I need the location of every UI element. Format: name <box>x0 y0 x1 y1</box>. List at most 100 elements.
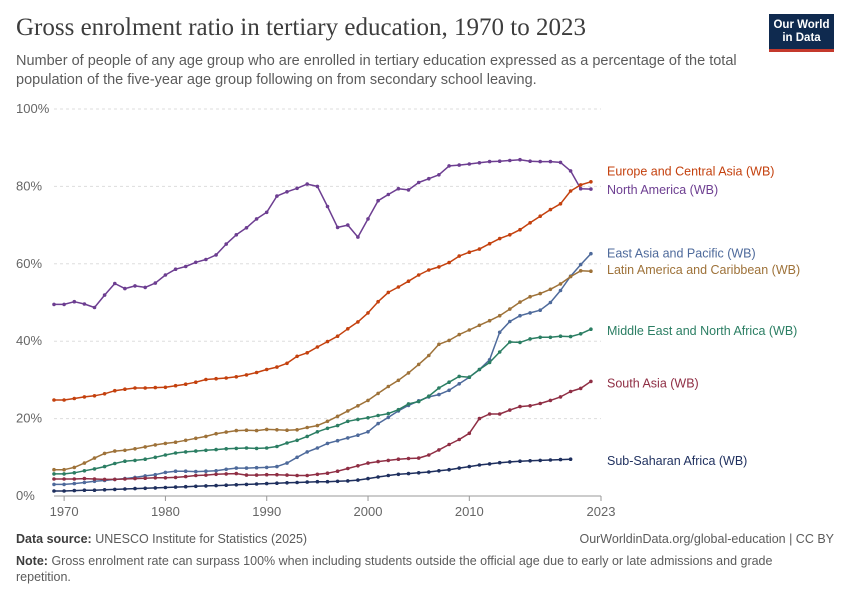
data-point[interactable] <box>163 470 168 475</box>
data-point[interactable] <box>568 389 573 394</box>
data-point[interactable] <box>366 398 370 403</box>
data-point[interactable] <box>254 217 259 221</box>
data-point[interactable] <box>518 459 522 464</box>
data-point[interactable] <box>376 459 380 464</box>
data-point[interactable] <box>335 225 340 230</box>
data-point[interactable] <box>578 183 583 187</box>
data-point[interactable] <box>548 300 553 305</box>
data-point[interactable] <box>589 180 593 184</box>
data-point[interactable] <box>427 268 431 272</box>
data-point[interactable] <box>568 169 573 173</box>
data-point[interactable] <box>92 467 97 471</box>
data-point[interactable] <box>254 482 259 486</box>
data-point[interactable] <box>447 442 451 447</box>
series-line[interactable] <box>54 458 571 492</box>
data-point[interactable] <box>163 385 168 390</box>
data-point[interactable] <box>356 464 360 468</box>
data-point[interactable] <box>153 486 158 490</box>
data-point[interactable] <box>437 265 441 269</box>
data-point[interactable] <box>315 430 320 434</box>
data-point[interactable] <box>356 433 360 438</box>
data-point[interactable] <box>396 457 401 462</box>
data-point[interactable] <box>153 476 158 480</box>
data-point[interactable] <box>497 236 502 241</box>
data-point[interactable] <box>62 482 66 487</box>
data-point[interactable] <box>518 227 522 232</box>
data-point[interactable] <box>295 473 299 478</box>
data-point[interactable] <box>285 441 289 445</box>
data-point[interactable] <box>528 459 532 463</box>
data-point[interactable] <box>589 269 593 274</box>
data-point[interactable] <box>437 173 441 177</box>
data-point[interactable] <box>335 469 340 474</box>
data-point[interactable] <box>123 387 127 392</box>
data-point[interactable] <box>589 327 593 332</box>
data-point[interactable] <box>558 288 563 293</box>
data-point[interactable] <box>508 158 512 163</box>
data-point[interactable] <box>528 311 532 315</box>
data-point[interactable] <box>477 161 482 165</box>
data-point[interactable] <box>264 472 269 477</box>
data-point[interactable] <box>406 456 411 461</box>
series-label[interactable]: East Asia and Pacific (WB) <box>607 246 756 260</box>
data-point[interactable] <box>538 458 542 463</box>
data-point[interactable] <box>82 480 87 485</box>
data-point[interactable] <box>396 285 401 289</box>
data-point[interactable] <box>477 247 482 251</box>
data-point[interactable] <box>183 438 188 443</box>
data-point[interactable] <box>356 404 360 408</box>
data-point[interactable] <box>295 186 299 191</box>
source-text[interactable]: UNESCO Institute for Statistics (2025) <box>95 532 308 546</box>
data-point[interactable] <box>102 392 107 396</box>
data-point[interactable] <box>72 481 77 486</box>
data-point[interactable] <box>477 416 482 421</box>
data-point[interactable] <box>538 308 542 313</box>
data-point[interactable] <box>538 214 542 218</box>
data-point[interactable] <box>447 260 451 265</box>
data-point[interactable] <box>62 302 66 307</box>
data-point[interactable] <box>92 488 97 493</box>
data-point[interactable] <box>518 157 522 162</box>
data-point[interactable] <box>224 472 228 476</box>
data-point[interactable] <box>356 478 360 482</box>
data-point[interactable] <box>356 320 360 324</box>
data-point[interactable] <box>305 450 310 454</box>
data-point[interactable] <box>133 447 137 451</box>
data-point[interactable] <box>244 226 249 230</box>
data-point[interactable] <box>153 281 158 285</box>
data-point[interactable] <box>346 479 350 483</box>
data-point[interactable] <box>416 471 421 475</box>
data-point[interactable] <box>123 448 127 453</box>
data-point[interactable] <box>558 160 563 165</box>
data-point[interactable] <box>406 188 411 192</box>
data-point[interactable] <box>102 477 107 482</box>
data-point[interactable] <box>82 395 87 399</box>
data-point[interactable] <box>214 469 218 473</box>
data-point[interactable] <box>376 391 380 396</box>
data-point[interactable] <box>224 447 228 451</box>
data-point[interactable] <box>102 451 107 456</box>
data-point[interactable] <box>416 273 421 277</box>
data-point[interactable] <box>386 384 391 389</box>
data-point[interactable] <box>356 235 360 239</box>
data-point[interactable] <box>538 401 542 406</box>
data-point[interactable] <box>558 457 563 462</box>
data-point[interactable] <box>123 286 127 291</box>
data-point[interactable] <box>447 380 451 385</box>
data-point[interactable] <box>325 479 330 484</box>
data-point[interactable] <box>508 319 512 324</box>
data-point[interactable] <box>589 187 593 191</box>
data-point[interactable] <box>528 294 532 299</box>
data-point[interactable] <box>244 466 249 470</box>
series-label[interactable]: Europe and Central Asia (WB) <box>607 164 774 178</box>
data-point[interactable] <box>52 398 56 402</box>
data-point[interactable] <box>497 350 502 354</box>
data-point[interactable] <box>477 367 482 372</box>
data-point[interactable] <box>244 473 249 477</box>
data-point[interactable] <box>396 378 401 383</box>
data-point[interactable] <box>62 477 66 481</box>
data-point[interactable] <box>467 328 472 332</box>
data-point[interactable] <box>366 430 370 434</box>
data-point[interactable] <box>578 269 583 273</box>
data-point[interactable] <box>285 190 289 194</box>
